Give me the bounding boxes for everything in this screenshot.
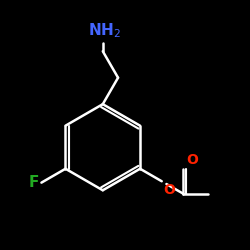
Text: O: O [163, 183, 175, 197]
Text: NH$_2$: NH$_2$ [88, 22, 121, 40]
Text: F: F [28, 175, 39, 190]
Text: O: O [187, 153, 198, 167]
